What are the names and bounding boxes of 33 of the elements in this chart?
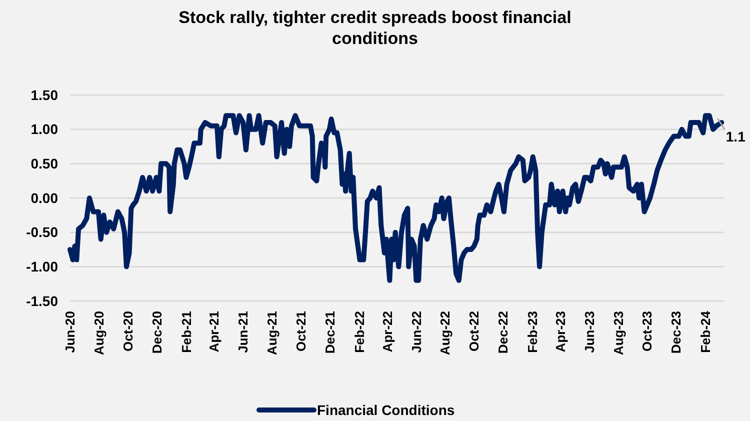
x-tick-label: Feb-22 [352,311,367,353]
x-tick-label: Dec-23 [668,311,684,354]
y-tick-label: 0.00 [30,190,58,206]
x-tick-label: Oct-21 [294,311,309,352]
x-tick-label: Oct-23 [640,311,655,352]
y-tick-label: 0.50 [30,156,58,172]
x-tick-label: Aug-20 [91,311,106,356]
x-tick-label: Apr-21 [206,311,222,352]
x-tick-label: Aug-22 [438,311,453,356]
x-tick-label: Dec-20 [149,311,164,354]
y-tick-label: -1.50 [26,292,58,309]
x-tick-label: Apr-22 [380,311,395,352]
x-tick-label: Dec-21 [322,311,338,354]
x-tick-label: Apr-23 [552,311,568,352]
x-tick-label: Oct-20 [120,311,136,352]
x-tick-label: Jun-22 [408,311,424,353]
chart-title: Stock rally, tighter credit spreads boost financial conditions [178,8,572,48]
x-tick-label: Feb-23 [524,311,540,353]
y-tick-label: 1.00 [30,121,58,138]
x-tick-label: Feb-24 [698,310,714,353]
x-tick-label: Jun-23 [582,311,597,353]
annotation: 1.1 [726,128,746,144]
x-tick-label: Oct-22 [466,311,482,352]
x-tick-label: Aug-21 [264,311,280,356]
legend-label: Financial Conditions [317,402,455,418]
x-tick-label: Jun-20 [62,311,78,353]
y-tick-label: -0.50 [26,224,58,240]
y-tick-label: -1.00 [26,258,58,275]
x-tick-label: Jun-21 [236,311,251,353]
x-tick-label: Dec-22 [496,311,511,354]
x-tick-label: Feb-21 [178,311,194,353]
y-tick-label: 1.50 [30,86,58,103]
x-tick-label: Aug-23 [610,311,626,356]
